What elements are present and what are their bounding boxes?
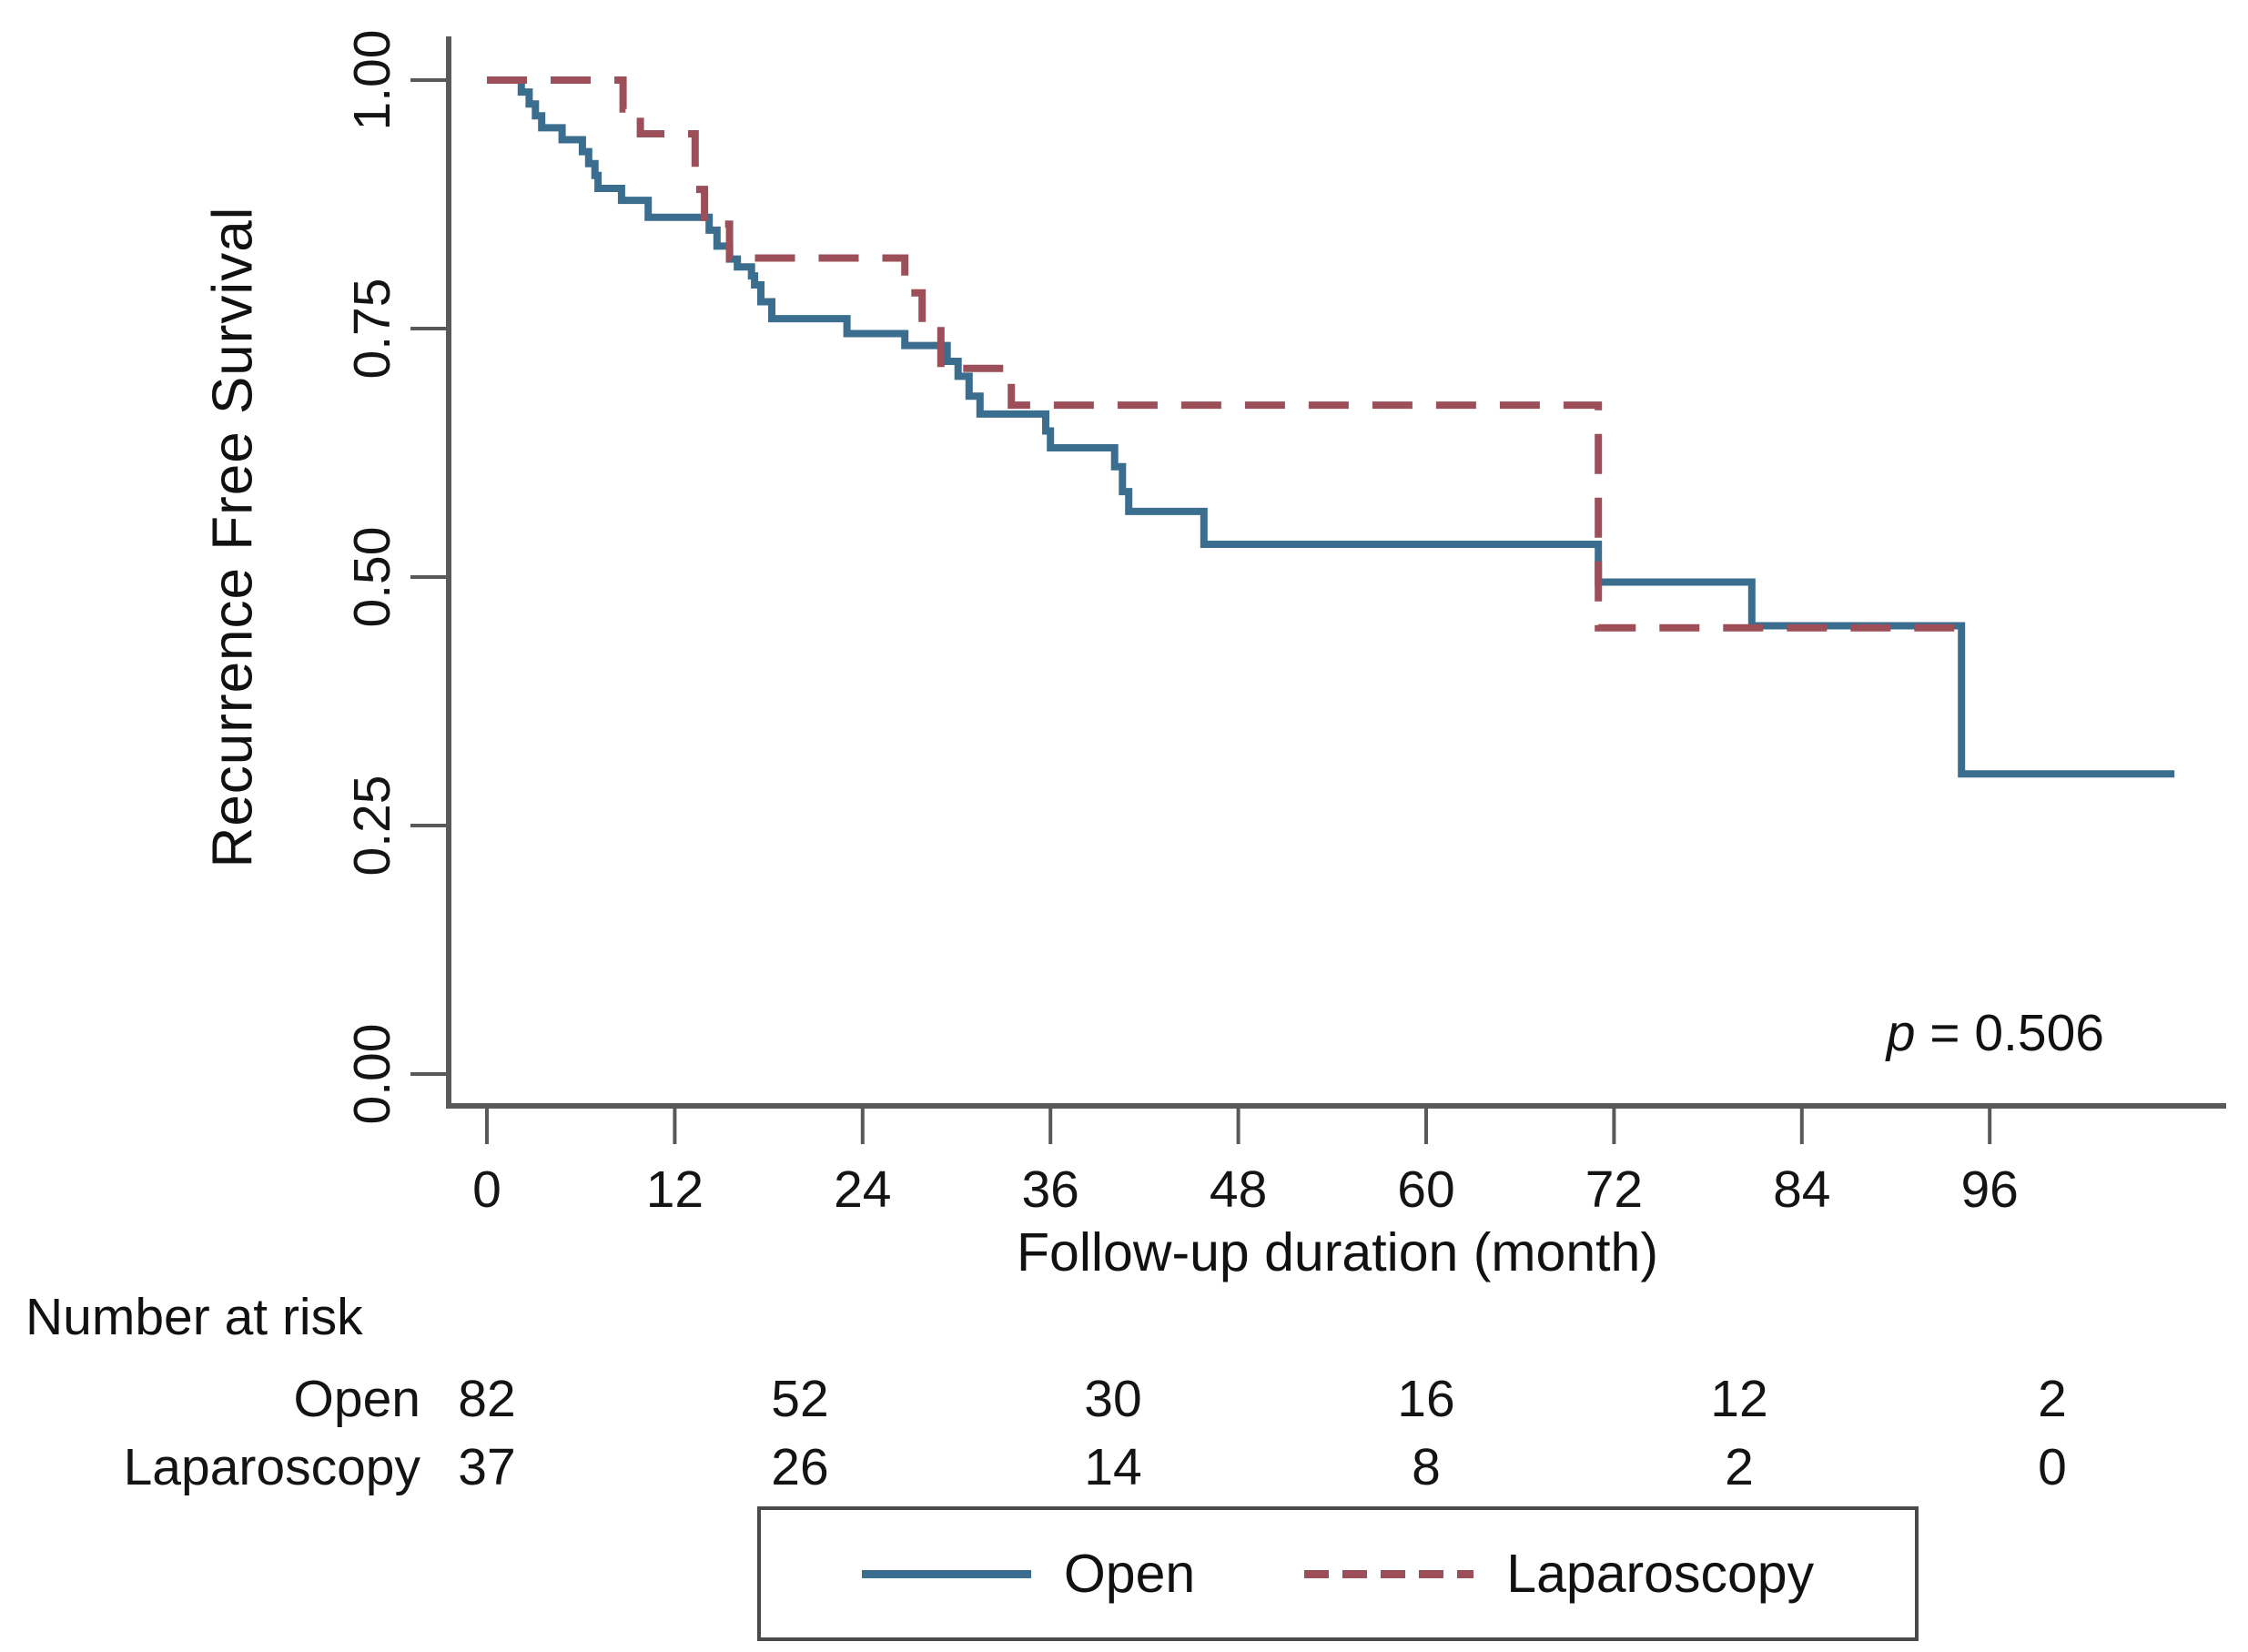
x-axis-title: Follow-up duration (month) [1016,1222,1659,1282]
open-line-sample-icon [861,1569,1031,1578]
risk-open-t60: 16 [1397,1370,1454,1428]
y-tick-label-0.00: 0.00 [343,1024,401,1125]
x-tick-label-36: 36 [1021,1160,1078,1219]
risk-open-t0: 82 [458,1370,515,1428]
risk-row-label-laparoscopy: Laparoscopy [124,1438,421,1496]
laparoscopy-line-sample-icon [1304,1569,1474,1578]
risk-laparoscopy-t40: 14 [1084,1438,1141,1496]
legend-box: Open Laparoscopy [757,1506,1919,1641]
legend-item-laparoscopy: Laparoscopy [1304,1543,1814,1605]
y-tick-label-0.25: 0.25 [343,775,401,877]
risk-table-title: Number at risk [25,1288,363,1346]
risk-open-t40: 30 [1084,1370,1141,1428]
risk-row-label-open: Open [294,1370,420,1428]
y-tick-label-1.00: 1.00 [343,30,401,131]
x-tick-label-12: 12 [646,1160,704,1219]
p-value-symbol: p [1886,1004,1916,1062]
risk-laparoscopy-t20: 26 [771,1438,828,1496]
open-curve [487,76,2175,778]
risk-open-t20: 52 [771,1370,828,1428]
x-tick-label-72: 72 [1585,1160,1643,1219]
risk-laparoscopy-t100: 0 [2038,1438,2067,1496]
legend-item-open: Open [861,1543,1196,1605]
laparoscopy-curve [487,76,1973,632]
x-tick-label-0: 0 [472,1160,501,1219]
x-tick-label-96: 96 [1960,1160,2018,1219]
risk-laparoscopy-t60: 8 [1412,1438,1441,1496]
risk-laparoscopy-t80: 2 [1725,1438,1754,1496]
x-tick-label-84: 84 [1773,1160,1830,1219]
risk-open-t80: 12 [1710,1370,1767,1428]
y-axis-title: Recurrence Free Survival [201,206,265,868]
x-tick-label-24: 24 [834,1160,891,1219]
risk-laparoscopy-t0: 37 [458,1438,515,1496]
y-tick-label-0.50: 0.50 [343,527,401,628]
x-tick-label-48: 48 [1210,1160,1267,1219]
y-tick-label-0.75: 0.75 [343,279,401,380]
p-value-text: = 0.506 [1915,1004,2104,1062]
legend-label-open: Open [1063,1544,1196,1604]
x-tick-label-60: 60 [1397,1160,1454,1219]
risk-open-t100: 2 [2038,1370,2067,1428]
legend-label-laparoscopy: Laparoscopy [1506,1544,1815,1604]
p-value-annotation: p = 0.506 [1887,1003,2104,1063]
